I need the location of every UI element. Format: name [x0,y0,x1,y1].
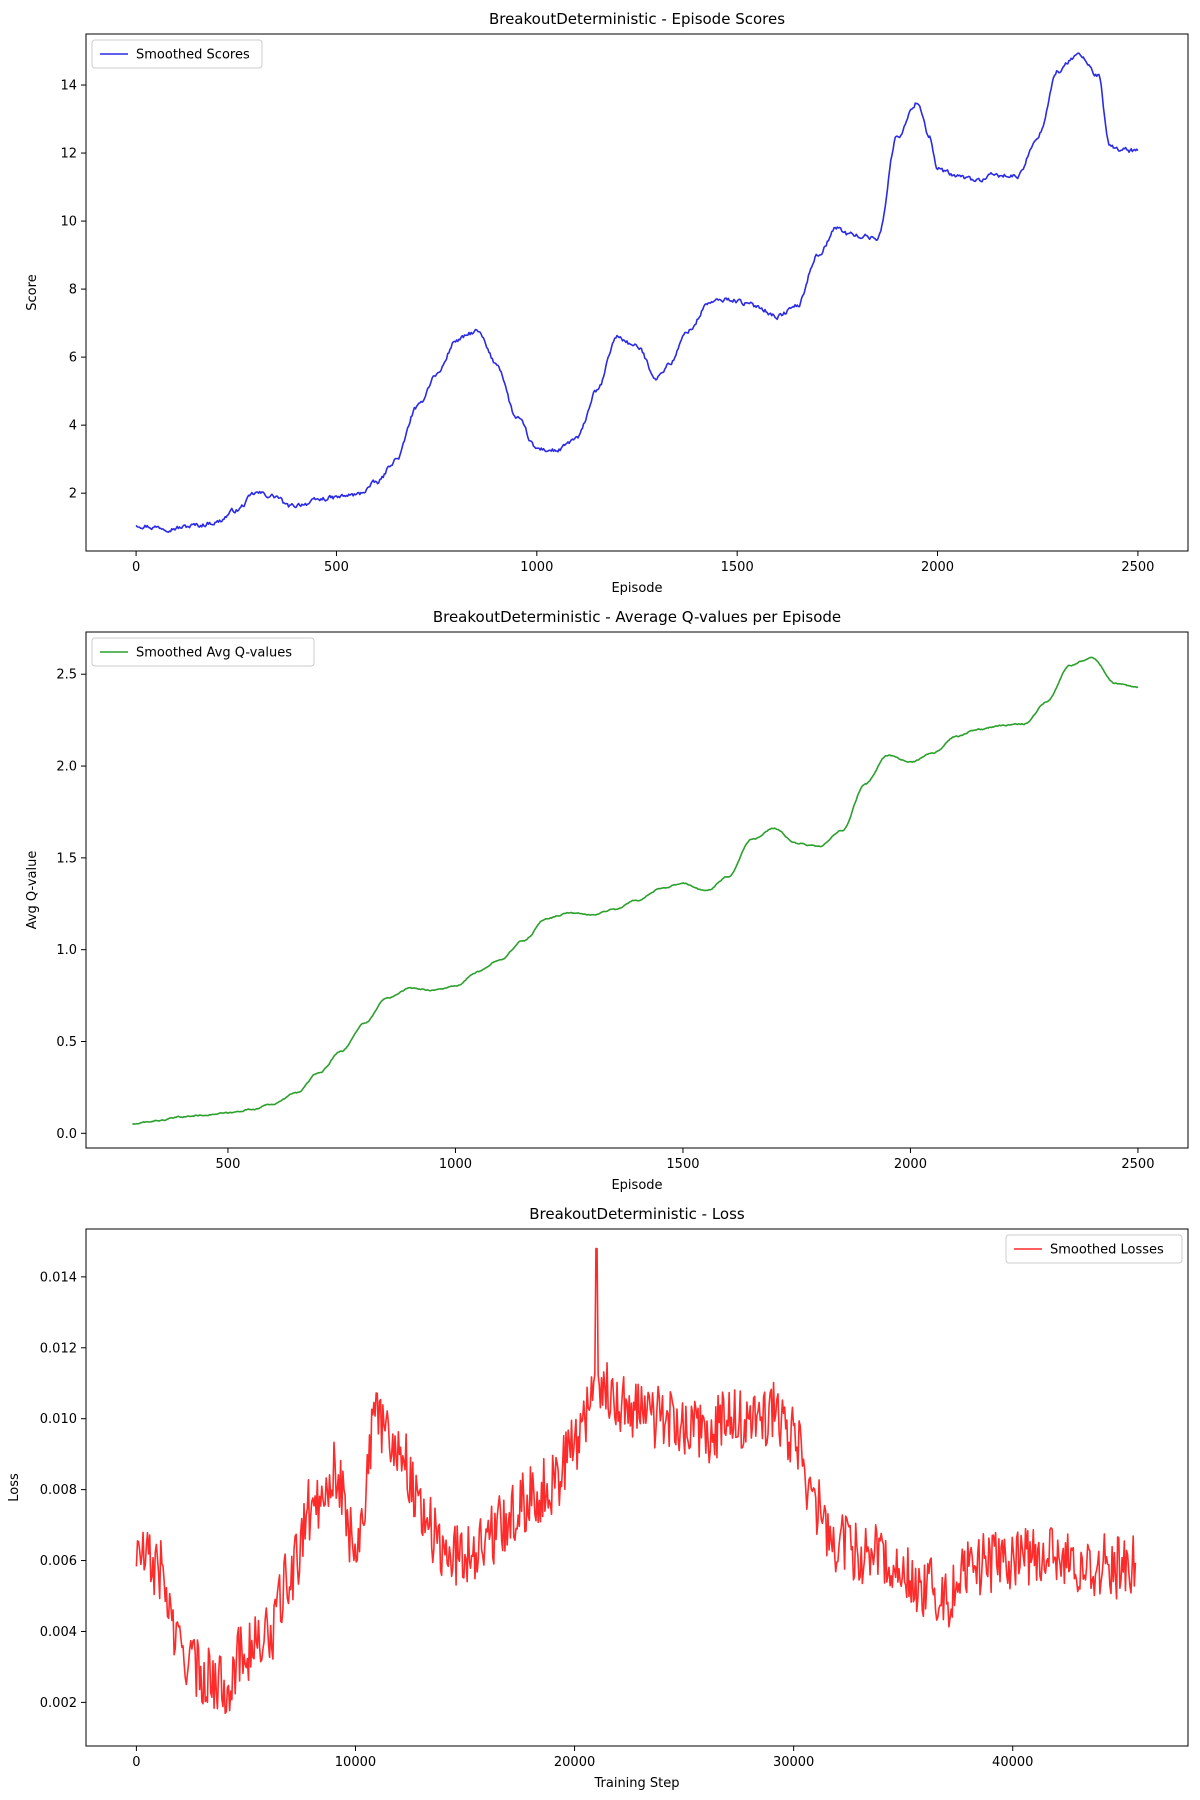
x-tick-label: 0 [132,1755,140,1770]
plot-frame [85,33,1189,552]
y-tick-label: 0.008 [40,1483,77,1498]
legend: Smoothed Avg Q-values [91,637,315,667]
x-tick-label: 30000 [773,1755,814,1770]
x-tick-label: 2500 [1121,1157,1154,1172]
x-tick-label: 20000 [554,1755,595,1770]
y-tick-label: 2 [69,487,77,502]
x-tick-label: 2000 [921,560,954,575]
y-axis-label: Avg Q-value [25,851,40,930]
series-line [135,52,1139,533]
series-group [135,52,1139,533]
legend: Smoothed Losses [1005,1234,1183,1264]
legend-label: Smoothed Scores [136,48,250,63]
x-axis-label: Episode [611,581,662,596]
x-axis-label: Episode [611,1178,662,1193]
y-tick-label: 0.5 [56,1035,77,1050]
x-tick-label: 2000 [894,1157,927,1172]
x-tick-label: 1000 [520,560,553,575]
y-axis-label: Score [25,274,40,310]
legend-box [91,637,315,667]
chart-1: BreakoutDeterministic - Episode Scores 0 5… [25,10,1189,596]
legend: Smoothed Scores [91,39,263,69]
series-line [132,656,1139,1126]
y-axis-label: Loss [7,1473,22,1502]
y-tick-label: 0.012 [40,1341,77,1356]
series-line [135,1247,1137,1715]
legend-label: Smoothed Losses [1050,1243,1164,1258]
y-tick-label: 4 [69,419,77,434]
series-group [132,656,1139,1126]
chart-3: BreakoutDeterministic - Loss 0 10000 20000 3… [7,1205,1189,1791]
x-tick-label: 0 [132,560,140,575]
y-tick-label: 2.5 [56,668,77,683]
chart-title: BreakoutDeterministic - Episode Scores [489,10,785,28]
y-tick-label: 12 [60,147,77,162]
x-tick-label: 2500 [1121,560,1154,575]
x-tick-label: 1000 [439,1157,472,1172]
y-tick-label: 1.5 [56,851,77,866]
x-tick-label: 10000 [335,1755,376,1770]
plot-frame [85,631,1189,1149]
y-tick-label: 0.010 [40,1412,77,1427]
y-tick-label: 8 [69,283,77,298]
x-tick-label: 500 [324,560,349,575]
legend-box [91,39,263,69]
x-tick-label: 500 [216,1157,241,1172]
y-tick-label: 14 [60,79,77,94]
y-tick-label: 0.014 [40,1270,77,1285]
y-tick-label: 1.0 [56,943,77,958]
chart-2: BreakoutDeterministic - Average Q-values… [25,608,1189,1193]
legend-label: Smoothed Avg Q-values [136,646,292,661]
y-tick-label: 0.006 [40,1554,77,1569]
chart-title: BreakoutDeterministic - Loss [529,1205,745,1223]
chart-title: BreakoutDeterministic - Average Q-values… [433,608,841,626]
y-tick-label: 2.0 [56,760,77,775]
x-tick-label: 40000 [992,1755,1033,1770]
y-tick-label: 6 [69,351,77,366]
y-tick-label: 10 [60,215,77,230]
x-tick-label: 1500 [721,560,754,575]
y-tick-label: 0.004 [40,1625,77,1640]
y-tick-label: 0.002 [40,1696,77,1711]
plot-frame [85,1228,1189,1747]
x-tick-label: 1500 [666,1157,699,1172]
x-axis-label: Training Step [593,1776,679,1791]
series-group [135,1247,1137,1715]
y-tick-label: 0.0 [56,1127,77,1142]
legend-box [1005,1234,1183,1264]
